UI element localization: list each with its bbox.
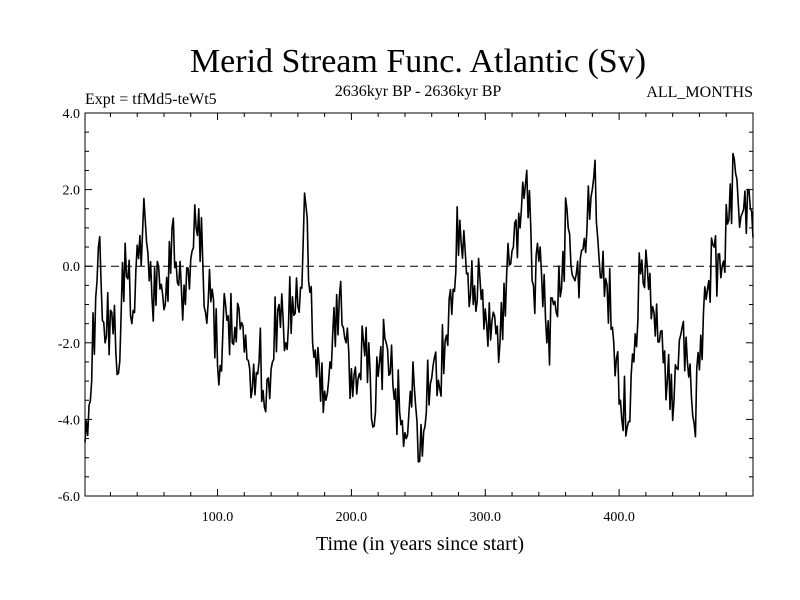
axis-ticks: -6.0 -4.0 -2.0 0.0 2.0 4.0 100.0 200.0 300.0 400.… xyxy=(58,107,753,525)
y-tick-label: 0.0 xyxy=(63,260,81,275)
chart-subtitle-right: ALL_MONTHS xyxy=(646,84,753,101)
series-layer xyxy=(84,152,754,463)
y-tick-label: 2.0 xyxy=(63,184,81,199)
y-tick-label: -4.0 xyxy=(58,413,80,428)
y-tick-label: -2.0 xyxy=(58,337,80,352)
x-tick-label: 100.0 xyxy=(202,510,234,525)
y-tick-label: 4.0 xyxy=(63,107,81,122)
x-tick-label: 400.0 xyxy=(603,510,635,525)
chart-subtitle-center: 2636kyr BP - 2636kyr BP xyxy=(335,83,502,100)
x-axis-label: Time (in years since start) xyxy=(316,533,524,555)
chart-subtitle-left: Expt = tfMd5-teWt5 xyxy=(85,91,217,108)
series-line xyxy=(84,152,754,463)
x-tick-label: 300.0 xyxy=(470,510,502,525)
y-tick-label: -6.0 xyxy=(58,490,80,505)
x-tick-label: 200.0 xyxy=(336,510,368,525)
chart-title: Merid Stream Func. Atlantic (Sv) xyxy=(190,43,646,80)
